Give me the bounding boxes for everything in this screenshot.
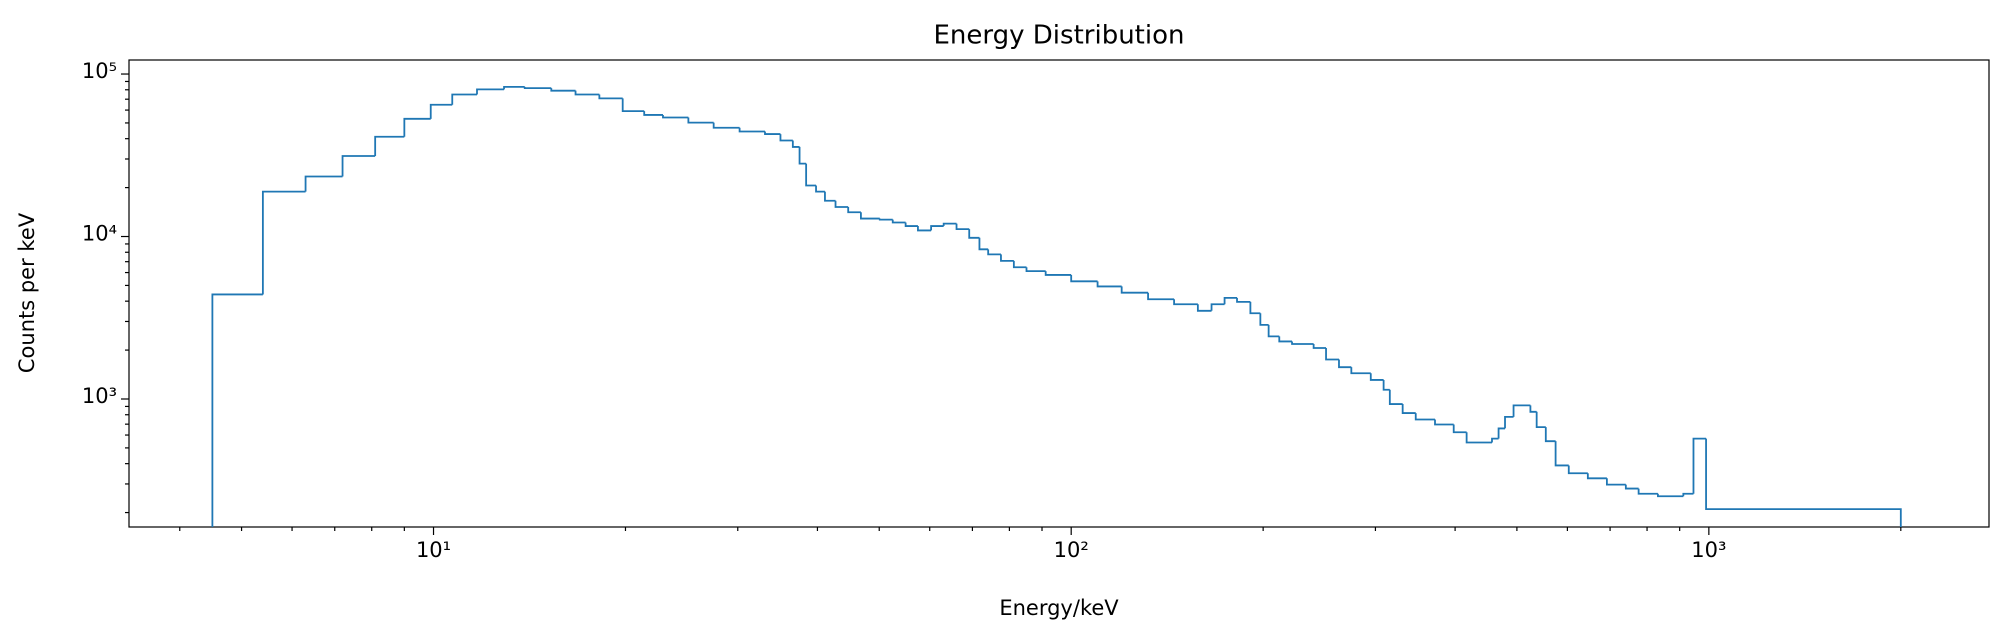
histogram-step xyxy=(1259,313,1269,326)
histogram-step xyxy=(834,200,849,208)
histogram-step xyxy=(1350,367,1371,375)
histogram-step xyxy=(1535,411,1546,429)
histogram-step xyxy=(847,206,861,214)
histogram-step xyxy=(687,117,714,124)
histogram-step xyxy=(904,222,918,227)
y-tick-label: 10⁴ xyxy=(82,222,117,246)
histogram-step xyxy=(1434,419,1454,426)
histogram-step xyxy=(1267,324,1280,338)
histogram-step xyxy=(598,94,623,100)
y-tick-label: 10³ xyxy=(82,384,117,408)
histogram-step xyxy=(1338,359,1352,369)
histogram-step xyxy=(662,114,689,119)
histogram-step xyxy=(1624,484,1639,490)
histogram-step xyxy=(1210,303,1225,311)
x-axis-label: Energy/keV xyxy=(999,596,1119,620)
histogram-step xyxy=(1554,441,1569,467)
histogram-step xyxy=(1249,301,1261,315)
histogram-step xyxy=(1692,437,1707,494)
y-tick-label: 10⁵ xyxy=(82,59,117,83)
histogram-step xyxy=(860,212,880,220)
chart-title: Energy Distribution xyxy=(934,21,1185,51)
histogram-step xyxy=(403,117,431,137)
histogram-step xyxy=(1070,274,1098,283)
plot-frame xyxy=(128,59,1990,528)
histogram-step xyxy=(1414,413,1435,421)
histogram-step xyxy=(1173,299,1198,306)
histogram-step xyxy=(451,93,478,105)
histogram-step xyxy=(643,111,663,116)
histogram-step xyxy=(1382,379,1390,391)
x-tick-label: 10² xyxy=(1054,538,1089,562)
histogram-step xyxy=(1605,478,1626,486)
histogram-step xyxy=(374,135,405,156)
histogram-step xyxy=(1236,297,1251,303)
y-axis-label: Counts per keV xyxy=(15,212,39,373)
histogram-step xyxy=(550,88,576,92)
histogram-step xyxy=(211,293,263,527)
histogram-step xyxy=(1388,389,1403,405)
histogram-step xyxy=(798,146,807,165)
histogram-step xyxy=(523,86,552,90)
histogram-step xyxy=(476,88,505,95)
histogram-step xyxy=(942,222,957,227)
histogram-step xyxy=(878,218,893,221)
histogram-step xyxy=(1291,341,1314,345)
histogram-step xyxy=(1497,427,1506,439)
histogram-step xyxy=(815,185,825,193)
histogram-step xyxy=(1452,424,1467,434)
histogram-step xyxy=(805,163,817,187)
histogram-step xyxy=(1512,404,1531,417)
histogram-step xyxy=(779,134,793,142)
histogram-step xyxy=(574,90,600,96)
histogram-step xyxy=(987,249,1001,256)
histogram-step xyxy=(955,223,970,231)
histogram-step xyxy=(1120,286,1149,294)
histogram-step xyxy=(1096,281,1122,288)
histogram-step xyxy=(891,219,906,224)
histogram-step xyxy=(968,229,980,239)
histogram-step xyxy=(1657,493,1684,498)
histogram-step xyxy=(1147,292,1175,301)
histogram-step xyxy=(1544,427,1556,443)
histogram-step xyxy=(712,122,740,129)
histogram-step xyxy=(1044,271,1072,276)
histogram-step xyxy=(1504,415,1514,429)
histogram-step xyxy=(824,191,836,202)
histogram-step xyxy=(1586,473,1607,480)
histogram-step xyxy=(1491,437,1499,443)
x-tick-label: 10³ xyxy=(1691,538,1726,562)
histogram-step xyxy=(738,127,765,133)
histogram-step xyxy=(764,131,781,135)
histogram-step xyxy=(1196,304,1212,312)
histogram-step xyxy=(917,226,932,232)
histogram-step xyxy=(978,237,989,251)
histogram-step xyxy=(1567,465,1588,475)
histogram-step xyxy=(1637,488,1658,495)
histogram-step xyxy=(1401,404,1416,414)
histogram-step xyxy=(1278,336,1293,343)
histogram-step xyxy=(304,175,343,192)
histogram-step xyxy=(930,225,944,231)
histogram-step xyxy=(1682,492,1694,497)
histogram-step xyxy=(429,103,453,119)
histogram-step xyxy=(1000,254,1014,262)
histogram-step xyxy=(261,190,306,295)
histogram-step xyxy=(1705,438,1902,527)
histogram-step xyxy=(1223,296,1238,305)
histogram-step xyxy=(1325,347,1339,361)
histogram-step xyxy=(1012,260,1027,269)
histogram-step xyxy=(341,155,376,177)
x-tick-label: 10¹ xyxy=(416,538,451,562)
histogram-step xyxy=(1465,432,1492,444)
histogram-step xyxy=(1369,373,1384,381)
histogram-step xyxy=(1312,344,1327,349)
histogram-step xyxy=(621,98,645,113)
histogram-step xyxy=(503,85,525,90)
histogram-step xyxy=(1529,405,1537,413)
histogram-step xyxy=(1025,267,1046,273)
histogram-step xyxy=(791,140,800,148)
